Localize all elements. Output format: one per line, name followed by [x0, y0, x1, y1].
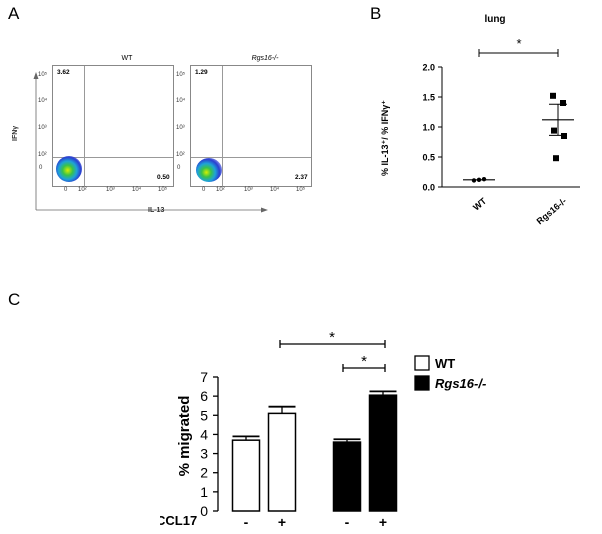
- flow-panel: IFNγ WT 3.62 0.50 Rgs16-/- 1.29 2.37 10⁵…: [8, 55, 348, 220]
- flow-xlabel: IL-13: [148, 207, 165, 214]
- legend-swatch-wt: [414, 355, 430, 371]
- y-tick-label: 7: [200, 369, 208, 385]
- flow-xtick: 10⁵: [296, 187, 306, 193]
- chart-lung: lung % IL-13⁺/ % IFNγ⁺ 0.0 0.5 1.0 1.5 2.0 *…: [380, 14, 580, 226]
- condition-label: +: [278, 514, 286, 530]
- data-point: [551, 127, 557, 134]
- data-point: [550, 92, 556, 99]
- data-point: [553, 155, 559, 162]
- chart-migration: % migrated 0 1 2 3 4 5 6 7 * * WT Rgs16-/- CCL1…: [160, 329, 486, 530]
- y-tick-label: 0: [200, 503, 208, 519]
- y-tick-label: 1: [200, 484, 208, 500]
- bar: [332, 441, 362, 512]
- flow-xtick: 10²: [216, 187, 225, 193]
- flow-xtick: 10⁵: [158, 187, 168, 193]
- chart-ylabel: % migrated: [176, 396, 193, 477]
- x-tick-label: Rgs16-/-: [535, 196, 569, 226]
- y-tick-label: 2.0: [422, 63, 435, 73]
- chart-title: lung: [484, 14, 505, 25]
- y-tick-label: 1.5: [422, 93, 435, 103]
- y-tick-label: 6: [200, 388, 208, 404]
- flow-quadrant-upper-left: 1.29: [195, 69, 208, 76]
- x-axis-label: CCL17: [160, 513, 197, 528]
- flow-xtick: 10²: [78, 187, 87, 193]
- flow-xtick: 10³: [106, 187, 115, 193]
- panel-label-a: A: [8, 4, 20, 23]
- bar: [267, 412, 297, 512]
- y-tick-label: 1.0: [422, 123, 435, 133]
- chart-ylabel: % IL-13⁺/ % IFNγ⁺: [380, 100, 390, 176]
- flow-ytick: 10³: [176, 125, 185, 131]
- flow-ytick: 10⁵: [176, 72, 186, 78]
- data-point: [561, 133, 567, 139]
- significance-star: *: [361, 353, 367, 370]
- x-tick-label: WT: [471, 196, 489, 213]
- significance-star: *: [329, 329, 335, 346]
- flow-plot-wt: 3.62 0.50: [52, 65, 174, 187]
- condition-label: -: [345, 514, 350, 530]
- flow-xtick: 10⁴: [270, 187, 280, 193]
- flow-ytick: 10²: [176, 152, 185, 158]
- condition-label: -: [244, 514, 249, 530]
- flow-density-cloud: [56, 156, 82, 182]
- flow-ytick: 10²: [38, 152, 47, 158]
- flow-xtick: 0: [64, 187, 68, 193]
- flow-xtick: 10⁴: [132, 187, 142, 193]
- flow-plot-rgs16: 1.29 2.37: [190, 65, 312, 187]
- panel-label-c: C: [8, 290, 21, 309]
- flow-density-cloud: [196, 158, 222, 182]
- y-tick-label: 0.5: [422, 153, 435, 163]
- flow-xtick: 0: [202, 187, 206, 193]
- flow-ytick: 10⁵: [38, 72, 48, 78]
- flow-quadrant-lower-right: 0.50: [157, 174, 170, 181]
- flow-ytick: 10⁴: [38, 98, 48, 104]
- data-point: [560, 100, 566, 106]
- flow-quadrant-lower-right: 2.37: [295, 174, 308, 181]
- significance-star: *: [516, 36, 521, 51]
- flow-ytick: 0: [39, 165, 43, 171]
- flow-ytick: 10⁴: [176, 98, 186, 104]
- flow-plot-title: WT: [121, 55, 133, 62]
- flow-xtick: 10³: [244, 187, 253, 193]
- legend-label-wt: WT: [435, 356, 455, 371]
- flow-axes: [33, 72, 268, 213]
- bar: [231, 439, 261, 512]
- y-tick-label: 2: [200, 465, 208, 481]
- legend-label-rgs16: Rgs16-/-: [435, 376, 486, 391]
- bar: [368, 394, 398, 512]
- condition-label: +: [379, 514, 387, 530]
- y-tick-label: 5: [200, 407, 208, 423]
- panel-label-b: B: [370, 4, 382, 23]
- y-tick-label: 3: [200, 446, 208, 462]
- y-tick-label: 0.0: [422, 183, 435, 193]
- flow-plot-title: Rgs16-/-: [251, 55, 279, 62]
- flow-ytick: 10³: [38, 125, 47, 131]
- flow-quadrant-upper-left: 3.62: [57, 69, 70, 76]
- flow-ytick: 0: [177, 165, 181, 171]
- legend-swatch-rgs16: [414, 375, 430, 391]
- y-tick-label: 4: [200, 426, 208, 442]
